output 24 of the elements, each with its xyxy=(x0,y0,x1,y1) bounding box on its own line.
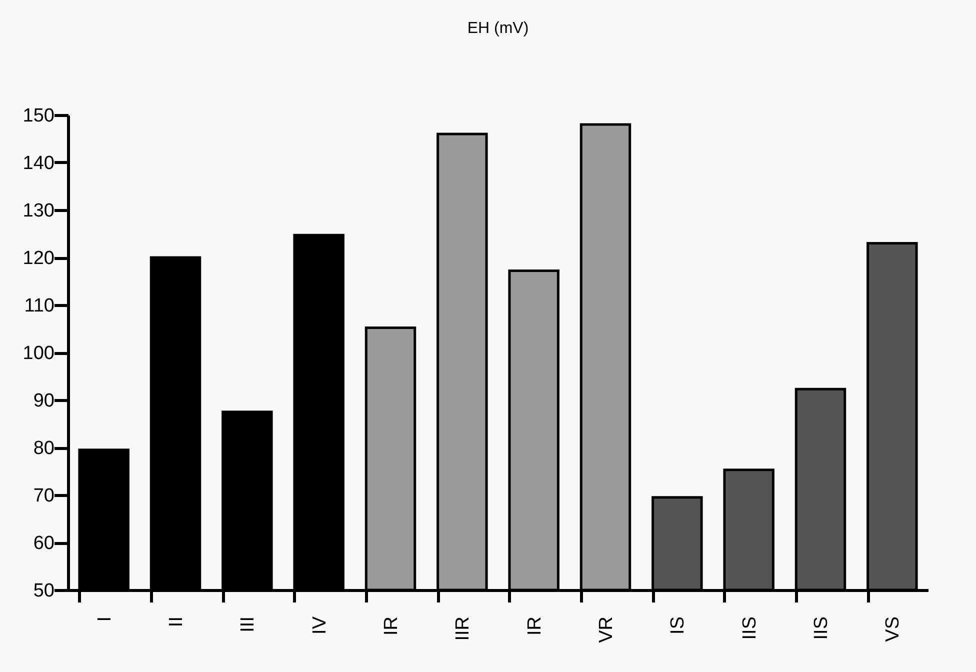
x-tick-label: VS xyxy=(882,616,904,642)
x-tick-label: IIS xyxy=(811,616,832,640)
x-tick-label: IR xyxy=(381,616,402,636)
y-tick-label: 150 xyxy=(22,106,54,126)
x-tick-label: VR xyxy=(596,616,617,643)
y-tick-label: 90 xyxy=(33,390,54,412)
y-tick-label: 130 xyxy=(22,200,54,222)
x-tick-label: IIR xyxy=(452,616,474,641)
y-tick-label: 70 xyxy=(33,486,54,506)
x-tick-label: IIS xyxy=(739,616,760,640)
y-tick-label: 80 xyxy=(33,438,54,459)
x-tick-label: III xyxy=(238,616,259,632)
x-tick-label: IR xyxy=(524,616,546,636)
chart-title: EH (mV) xyxy=(467,20,529,37)
y-tick-label: 110 xyxy=(24,296,54,316)
x-tick-label: II xyxy=(166,616,187,628)
x-tick-label: IS xyxy=(668,616,689,634)
y-tick-label: 100 xyxy=(22,343,54,364)
x-tick-label: IV xyxy=(309,616,330,634)
y-tick-label: 50 xyxy=(33,580,54,602)
x-tick-label: I xyxy=(94,616,116,622)
y-tick-label: 120 xyxy=(22,248,54,269)
y-tick-label: 140 xyxy=(22,153,54,174)
y-tick-label: 60 xyxy=(33,533,54,554)
